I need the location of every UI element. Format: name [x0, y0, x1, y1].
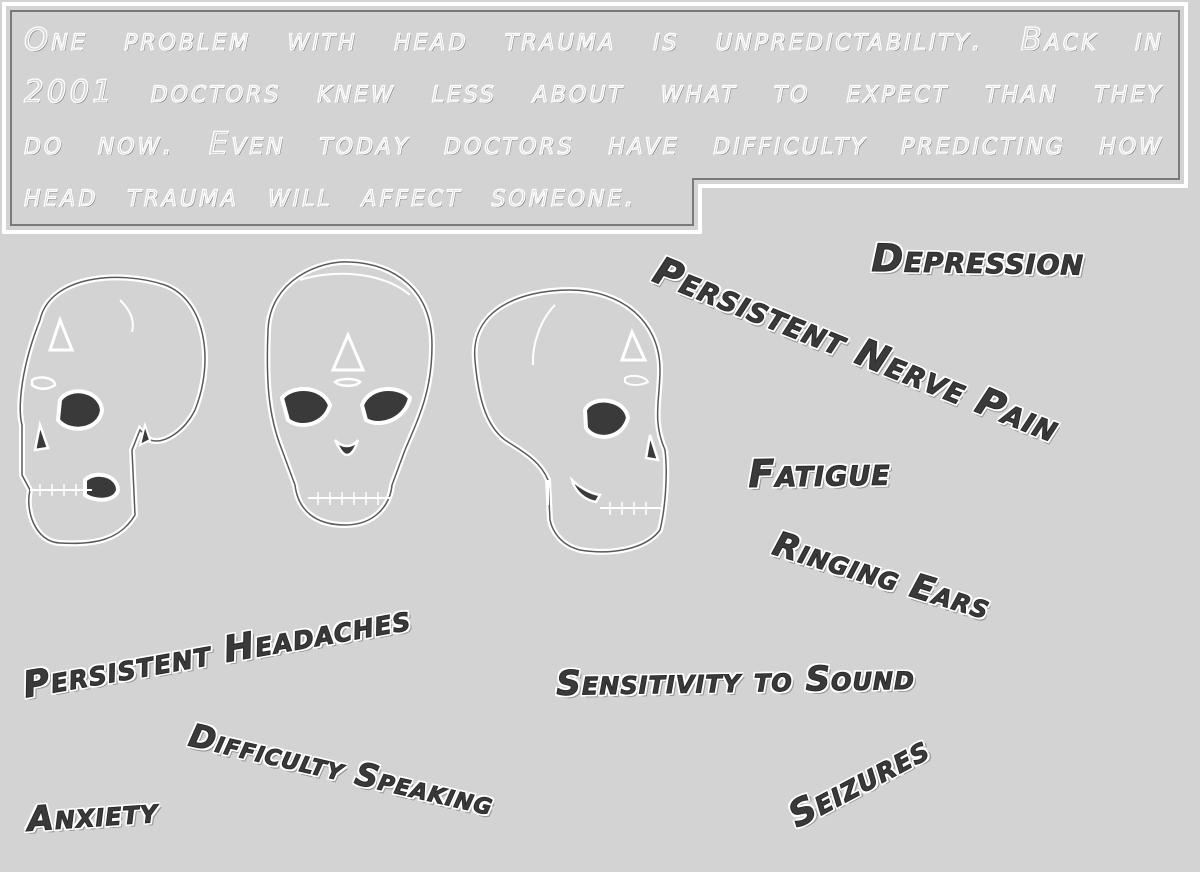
symptom-depression: Depression	[871, 235, 1085, 284]
symptom-sensitivity: Sensitivity to Sound	[555, 657, 916, 704]
symptom-seizures: Seizures	[781, 728, 937, 837]
symptom-ringing-ears: Ringing Ears	[768, 523, 996, 629]
caption-frame	[2, 2, 1188, 234]
skull-side-right-icon	[471, 286, 670, 555]
skull-front-icon	[264, 258, 436, 529]
skull-illustrations	[17, 258, 670, 555]
symptom-speaking: Difficulty Speaking	[185, 716, 498, 824]
symptom-anxiety: Anxiety	[26, 790, 160, 840]
skull-side-left-icon	[17, 274, 208, 547]
symptom-fatigue: Fatigue	[747, 449, 892, 496]
narration-caption: One problem with head trauma is unpredic…	[0, 0, 1200, 240]
symptom-headaches: Persistent Headaches	[19, 597, 415, 707]
caption-text: One problem with head trauma is unpredic…	[23, 21, 1164, 214]
